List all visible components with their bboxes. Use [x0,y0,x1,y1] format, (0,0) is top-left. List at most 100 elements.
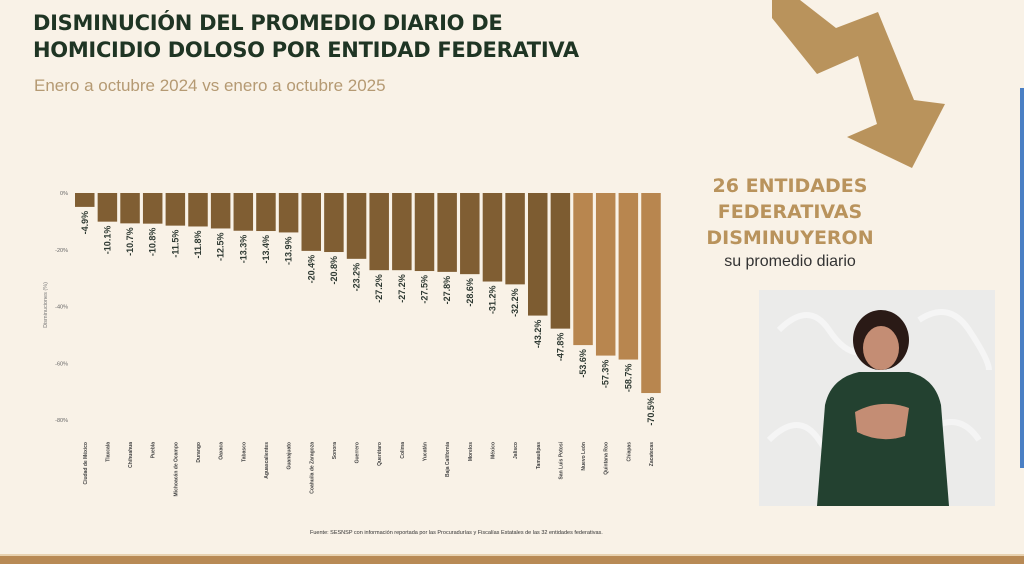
bar [142,193,163,224]
data-label: -20.4% [306,255,316,284]
data-label: -20.8% [329,256,339,285]
x-tick-label: Colima [400,442,406,459]
data-label: -31.2% [487,286,497,315]
y-tick-label: 0% [60,191,68,197]
interpreter-figure [759,290,995,506]
title-line-2: HOMICIDIO DOLOSO POR ENTIDAD FEDERATIVA [33,38,579,62]
x-tick-label: Tabasco [241,442,247,462]
screen-edge [1020,88,1024,468]
x-tick-label: Baja California [445,442,451,477]
x-tick-label: México [490,442,496,459]
source-note: Fuente: SESNSP con información reportada… [310,530,603,536]
data-label: -28.6% [465,278,475,307]
bar [256,193,276,232]
bottom-band [0,554,1024,564]
y-tick-label: -60% [55,361,68,367]
data-label: -10.8% [148,228,158,257]
data-label: -27.8% [442,276,452,305]
bar [460,193,480,275]
data-label: -32.2% [510,288,520,317]
y-tick-label: -40% [55,305,68,311]
x-tick-label: Tlaxcala [105,442,111,462]
callout-line-3: DISMINUYERON [706,227,874,249]
data-label: -43.2% [533,320,543,349]
data-label: -11.5% [170,230,180,258]
data-label: -13.9% [284,236,294,265]
bar [188,193,208,227]
bar [528,193,548,316]
bar-chart: 0% -20% -40% -60% -80% Disminuciones (%) -4.9%… [43,191,661,496]
x-tick-label: Yucatán [423,442,429,461]
page-title: DISMINUCIÓN DEL PROMEDIO DIARIO DE HOMIC… [33,10,579,64]
data-label: -4.9% [80,211,90,235]
bar [437,193,457,272]
bar [165,193,186,226]
data-label: -10.7% [125,227,135,256]
x-tick-label: Puebla [151,442,157,459]
x-tick-label: San Luis Potosí [558,441,564,479]
data-label: -13.4% [261,235,271,264]
y-axis-label: Disminuciones (%) [43,282,49,328]
x-tick-label: Guerrero [355,442,361,463]
callout-line-2: FEDERATIVAS [717,201,863,223]
x-tick-label: Tamaulipas [536,442,542,469]
x-tick-label: Ciudad de México [83,442,89,485]
x-tick-label: Chiapas [626,442,632,462]
bar [346,193,367,259]
y-tick-label: -80% [55,418,68,424]
data-label: -70.5% [646,397,656,426]
x-tick-label: Sonora [332,442,338,459]
data-label: -53.6% [578,349,588,378]
data-label: -13.3% [238,235,248,264]
x-tick-label: Zacatecas [649,442,655,466]
down-arrow-icon [772,0,945,168]
bar [618,193,639,360]
x-tick-label: Morelos [468,442,474,461]
bar [97,193,118,222]
bar [369,193,389,271]
x-tick-label: Oaxaca [219,442,225,460]
bar [414,193,435,272]
callout-line-1: 26 ENTIDADES [712,175,868,197]
callout-line-4: su promedio diario [724,253,856,270]
bar [233,193,254,231]
bar [573,193,593,346]
x-tick-label: Jalisco [513,442,519,459]
data-label: -27.2% [397,274,407,303]
bar [210,193,231,229]
bar [75,193,95,207]
x-tick-label: Durango [196,442,202,463]
bar [482,193,503,282]
x-tick-label: Nuevo León [581,442,587,471]
bar [324,193,344,253]
x-tick-label: Coahuila de Zaragoza [309,442,315,494]
subtitle: Enero a octubre 2024 vs enero a octubre … [34,76,386,95]
bar [301,193,321,251]
data-label: -57.3% [601,360,611,389]
bar [595,193,616,356]
bar [550,193,571,329]
sign-language-interpreter-video [759,290,995,506]
title-line-1: DISMINUCIÓN DEL PROMEDIO DIARIO DE [33,11,503,35]
x-tick-label: Chihuahua [128,442,134,468]
x-tick-label: Michoacán de Ocampo [173,442,179,496]
data-label: -27.2% [374,274,384,303]
x-tick-label: Guanajuato [287,442,293,470]
x-tick-label: Quintana Roo [604,442,610,475]
data-label: -10.1% [102,226,112,255]
data-label: -47.8% [555,333,565,362]
y-tick-label: -20% [55,248,68,254]
x-tick-label: Querétaro [377,442,383,466]
data-label: -23.2% [352,263,362,292]
bar [120,193,140,224]
bar [505,193,525,285]
data-label: -58.7% [623,364,633,393]
callout: 26 ENTIDADES FEDERATIVAS DISMINUYERON su… [690,173,890,271]
data-label: -27.5% [420,275,430,304]
data-label: -12.5% [216,232,226,261]
bar [641,193,661,394]
x-tick-label: Aguascalientes [264,442,270,479]
bar [392,193,412,271]
bar [278,193,299,233]
data-label: -11.8% [193,230,203,258]
